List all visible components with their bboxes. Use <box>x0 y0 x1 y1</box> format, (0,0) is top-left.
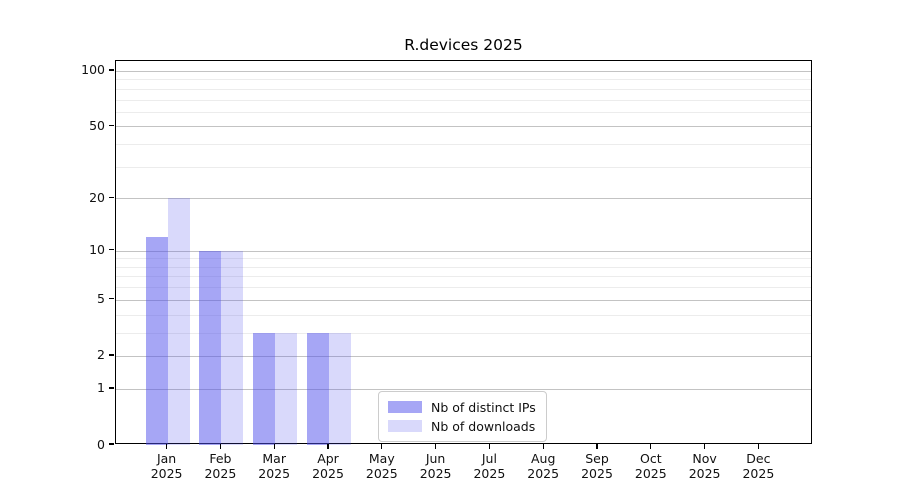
x-tick-mark <box>165 444 168 449</box>
x-tick-label: Dec 2025 <box>742 451 775 481</box>
y-tick-label: 10 <box>89 242 105 258</box>
x-tick-mark <box>757 444 760 449</box>
major-gridline <box>116 198 811 200</box>
minor-gridline <box>116 287 811 289</box>
legend-entry-distinct-ips: Nb of distinct IPs <box>388 399 536 415</box>
minor-gridline <box>116 99 811 101</box>
plot-area <box>115 60 812 445</box>
bar-downloads <box>329 332 351 445</box>
y-tick-mark <box>109 387 114 389</box>
bar-downloads <box>167 198 190 445</box>
x-tick-mark <box>219 444 222 449</box>
x-tick-label: Aug 2025 <box>527 451 560 481</box>
x-tick-mark <box>703 444 706 449</box>
y-tick-mark <box>109 124 114 127</box>
minor-gridline <box>116 276 811 278</box>
x-tick-label: Apr 2025 <box>312 451 344 481</box>
x-tick-label: Feb 2025 <box>204 451 237 481</box>
major-gridline <box>116 250 811 252</box>
bar-downloads <box>275 332 298 445</box>
x-tick-mark <box>327 444 329 449</box>
minor-gridline <box>116 258 811 260</box>
legend-swatch-distinct-ips-icon <box>388 401 422 413</box>
x-tick-mark <box>542 444 544 449</box>
y-tick-mark <box>109 354 114 356</box>
x-tick-label: Jun 2025 <box>419 451 452 481</box>
x-tick-label: May 2025 <box>365 451 398 481</box>
legend-label-downloads: Nb of downloads <box>431 418 536 434</box>
bar-downloads <box>221 250 244 445</box>
y-tick-mark <box>109 248 114 251</box>
major-gridline <box>116 70 811 72</box>
x-tick-mark <box>381 444 383 449</box>
chart-title: R.devices 2025 <box>404 36 523 54</box>
legend-label-distinct-ips: Nb of distinct IPs <box>431 399 536 415</box>
x-tick-label: Nov 2025 <box>688 451 721 481</box>
y-tick-label: 2 <box>97 347 105 363</box>
y-tick-label: 100 <box>81 62 105 78</box>
y-tick-label: 20 <box>89 189 105 205</box>
bar-distinct-ips <box>145 237 168 445</box>
x-tick-mark <box>488 444 491 449</box>
y-tick-mark <box>109 298 114 300</box>
legend: Nb of distinct IPs Nb of downloads <box>378 391 547 442</box>
x-tick-mark <box>650 444 652 449</box>
bar-distinct-ips <box>199 250 222 445</box>
minor-gridline <box>116 332 811 334</box>
x-tick-label: Sep 2025 <box>581 451 613 481</box>
x-tick-label: Mar 2025 <box>258 451 291 481</box>
bar-distinct-ips <box>307 332 329 445</box>
minor-gridline <box>116 314 811 316</box>
x-tick-mark <box>273 444 275 449</box>
x-tick-label: Jan 2025 <box>150 451 183 481</box>
y-tick-mark <box>109 69 114 71</box>
minor-gridline <box>116 88 811 90</box>
x-tick-label: Jul 2025 <box>473 451 506 481</box>
bar-distinct-ips <box>253 332 276 445</box>
minor-gridline <box>116 79 811 81</box>
minor-gridline <box>116 266 811 268</box>
x-tick-label: Oct 2025 <box>634 451 667 481</box>
minor-gridline <box>116 111 811 113</box>
y-tick-mark <box>109 443 114 445</box>
x-tick-mark <box>434 444 437 449</box>
x-tick-mark <box>596 444 598 449</box>
major-gridline <box>116 299 811 301</box>
legend-swatch-downloads-icon <box>388 420 422 432</box>
y-tick-label: 0 <box>97 436 105 452</box>
major-gridline <box>116 355 811 357</box>
y-tick-label: 50 <box>89 117 105 133</box>
major-gridline <box>116 126 811 128</box>
minor-gridline <box>116 166 811 168</box>
y-tick-label: 5 <box>97 291 105 307</box>
legend-entry-downloads: Nb of downloads <box>388 418 536 434</box>
y-tick-label: 1 <box>97 380 105 396</box>
minor-gridline <box>116 144 811 146</box>
major-gridline <box>116 388 811 390</box>
y-tick-mark <box>109 196 114 198</box>
